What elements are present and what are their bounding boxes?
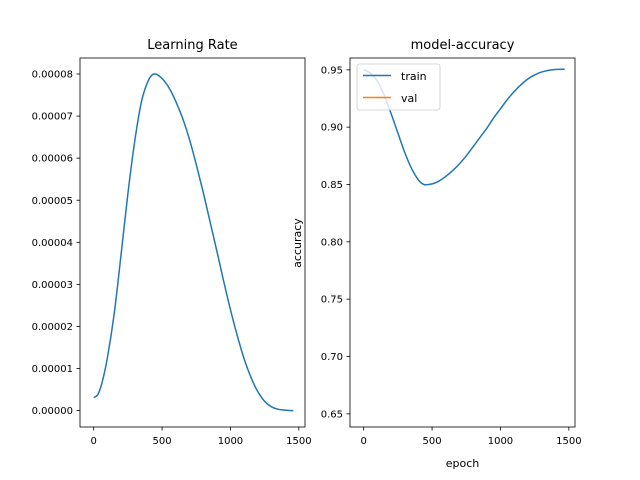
chart1-x-tick-label: 500: [423, 436, 442, 447]
chart0-x-tick-label: 500: [153, 436, 172, 447]
legend-box: [356, 63, 441, 111]
chart0-series-0-line: [93, 73, 294, 412]
model-accuracy-axes-frame: [349, 57, 576, 428]
chart1-y-tick-label: 0.90: [321, 123, 343, 134]
legend-label-val: val: [401, 92, 417, 105]
chart0-x-tick-label: 1000: [218, 436, 243, 447]
chart0-y-tick-label: 0.00002: [32, 322, 73, 333]
chart0-y-tick-label: 0.00000: [32, 406, 73, 417]
chart1-y-tick-label: 0.95: [321, 65, 343, 76]
model-accuracy-chart: model-accuracy 0 500 1000 15000.650.700.750…: [291, 38, 582, 470]
learning-rate-chart: Learning Rate 0 500 1000 1500 0.00000 0.00001…: [32, 38, 312, 447]
model-accuracy-marks: 0 500 1000 1500 0.65 0.70 0.75 0.80 0.85 0.90 0.95: [321, 65, 582, 447]
chart1-train-line: [363, 68, 565, 186]
chart1-y-tick-label: 0.65: [321, 409, 343, 420]
chart0-x-tick-label: 1500: [286, 436, 311, 447]
learning-rate-axes-frame: [79, 57, 306, 428]
x-axis-label: epoch: [446, 457, 480, 470]
chart0-y-tick-label: 0.00006: [32, 154, 73, 165]
chart1-y-tick-label: 0.85: [321, 180, 343, 191]
chart1-x-tick-label: 1000: [488, 436, 513, 447]
chart0-y-tick-label: 0.00005: [32, 196, 73, 207]
chart0-y-tick-label: 0.00003: [32, 280, 73, 291]
chart0-y-tick-label: 0.00008: [32, 70, 73, 81]
chart1-x-tick-label: 0: [360, 436, 366, 447]
chart1-y-tick-label: 0.75: [321, 295, 343, 306]
chart0-x-tick-label: 0: [90, 436, 96, 447]
learning-rate-marks: 0 500 1000 1500 0.00000 0.00001 0.00002 0.00003…: [32, 70, 312, 447]
chart1-y-tick-label: 0.70: [321, 352, 343, 363]
chart0-y-tick-label: 0.00004: [32, 238, 73, 249]
legend-label-train: train: [401, 70, 427, 83]
chart0-y-tick-label: 0.00001: [32, 364, 73, 375]
learning-rate-title: Learning Rate: [147, 38, 237, 53]
chart1-x-tick-label: 1500: [556, 436, 581, 447]
y-axis-label: accuracy: [291, 218, 304, 268]
legend: train val: [356, 63, 441, 111]
chart1-y-tick-label: 0.80: [321, 237, 343, 248]
chart0-y-tick-label: 0.00007: [32, 112, 73, 123]
model-accuracy-title: model-accuracy: [411, 38, 515, 53]
